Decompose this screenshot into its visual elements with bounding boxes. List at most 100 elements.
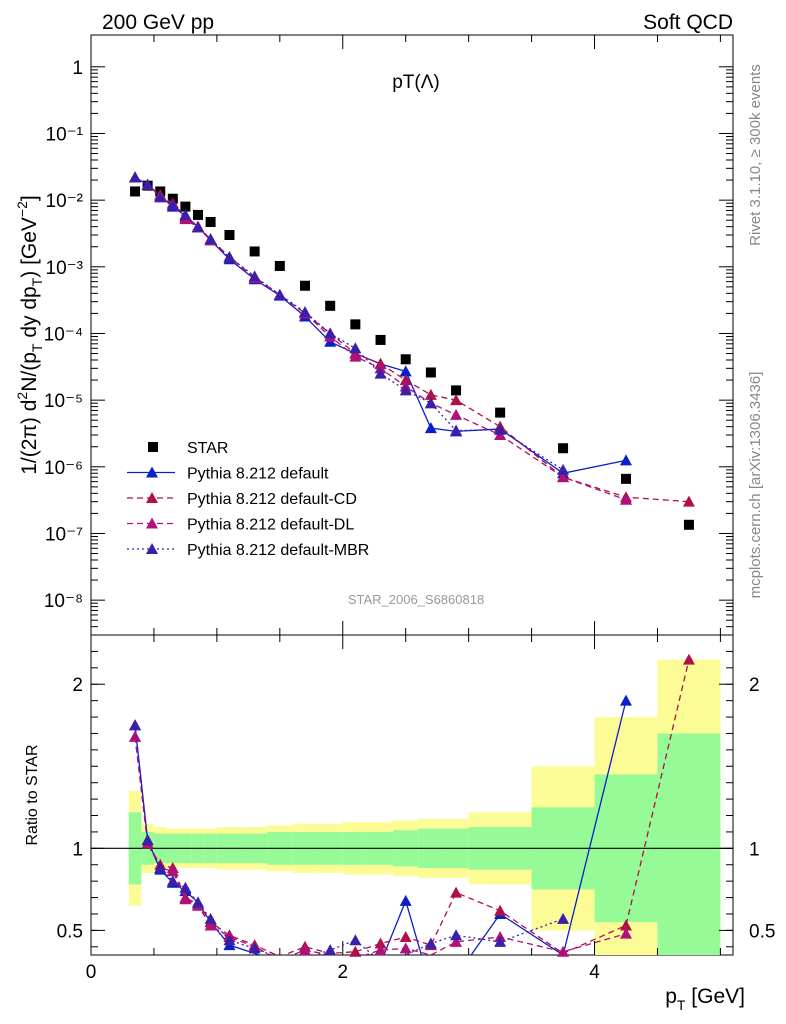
y-tick-label-main: 10⁻³ xyxy=(46,258,84,279)
ratio-series-line xyxy=(134,659,690,955)
legend-entry: Pythia 8.212 default-MBR xyxy=(127,542,369,559)
legend-marker-square xyxy=(148,442,158,452)
ratio-data-point xyxy=(424,937,437,949)
ratio-data-point xyxy=(179,893,192,905)
ratio-data-point xyxy=(141,834,154,846)
legend-marker-triangle xyxy=(146,517,158,529)
mc-data-point xyxy=(141,178,154,190)
mc-data-point xyxy=(494,423,507,435)
ratio-data-point xyxy=(399,942,412,954)
star-data-point xyxy=(325,300,336,311)
mc-data-point xyxy=(349,342,362,354)
star-data-point xyxy=(451,385,462,396)
ratio-data-point xyxy=(620,927,632,939)
y-tick-label-ratio-right: 0.5 xyxy=(749,921,775,942)
mc-data-point xyxy=(424,397,437,409)
header-left: 200 GeV pp xyxy=(102,11,214,34)
mc-data-point xyxy=(154,191,167,203)
star-data-point xyxy=(350,319,361,330)
y-tick-label-main: 10⁻² xyxy=(46,191,84,212)
star-data-point xyxy=(300,280,310,291)
y-tick-label-ratio: 1 xyxy=(72,839,83,860)
star-data-point xyxy=(224,230,235,240)
x-tick-label: 4 xyxy=(589,962,600,983)
mc-data-point xyxy=(682,495,695,507)
side-label-bottom: mcplots.cern.ch [arXiv:1306.3436] xyxy=(747,372,764,599)
plot-title: pT(Λ) xyxy=(392,72,440,93)
star-data-point xyxy=(193,209,203,220)
ratio-data-point xyxy=(129,719,142,731)
mc-data-point xyxy=(450,424,463,436)
mc-data-point xyxy=(374,367,387,379)
ratio-data-point xyxy=(399,894,412,906)
y-tick-label-main: 10⁻⁶ xyxy=(44,458,83,479)
ratio-data-point xyxy=(223,934,236,946)
mc-data-point xyxy=(324,327,337,339)
ratio-data-point xyxy=(166,865,179,877)
mc-data-point xyxy=(620,493,632,505)
ratio-data-point xyxy=(129,730,142,742)
ratio-data-point xyxy=(450,935,463,947)
star-data-point xyxy=(495,407,506,418)
ratio-data-point xyxy=(620,694,632,706)
ratio-data-point xyxy=(682,653,695,665)
ratio-panel-frame xyxy=(90,634,734,956)
legend-label: Pythia 8.212 default-CD xyxy=(187,491,357,508)
y-tick-label-ratio: 0.5 xyxy=(57,921,83,942)
star-data-point xyxy=(558,443,569,454)
mc-data-point xyxy=(179,208,192,220)
ratio-panel-data xyxy=(129,653,695,957)
mc-data-point xyxy=(223,251,236,263)
ratio-data-point xyxy=(620,919,632,931)
legend-entry: Pythia 8.212 default-CD xyxy=(127,491,357,508)
mc-data-point xyxy=(129,171,142,183)
ratio-data-point xyxy=(349,945,362,957)
y-tick-label-main: 10⁻¹ xyxy=(46,124,84,145)
legend-label: Pythia 8.212 default xyxy=(187,466,329,483)
legend-entry: STAR xyxy=(148,440,228,457)
mc-data-point xyxy=(299,305,311,317)
legend-label: STAR xyxy=(187,440,228,457)
y-axis-label-bottom: Ratio to STAR xyxy=(24,744,41,845)
mc-data-point xyxy=(273,288,286,300)
mc-data-point xyxy=(399,374,412,386)
star-data-point xyxy=(274,260,285,271)
y-tick-label-main: 10⁻⁷ xyxy=(45,524,83,545)
legend-marker-triangle xyxy=(146,466,158,478)
ratio-data-point xyxy=(299,944,311,956)
star-data-point xyxy=(425,367,436,378)
y-tick-label-ratio-right: 2 xyxy=(749,675,760,696)
mc-data-point xyxy=(557,471,570,483)
y-tick-label-main: 10⁻⁸ xyxy=(44,591,83,612)
mc-data-point xyxy=(557,463,570,475)
star-data-point xyxy=(400,354,411,365)
mc-data-point xyxy=(424,422,437,434)
ratio-data-point xyxy=(450,929,463,941)
legend: STAR Pythia 8.212 default Pythia 8.212 def… xyxy=(127,440,369,559)
y-tick-label-main: 1 xyxy=(72,58,83,79)
ratio-data-point xyxy=(374,944,387,956)
mc-data-point xyxy=(450,408,463,420)
main-panel-data xyxy=(129,171,695,530)
star-data-point xyxy=(375,334,386,345)
ratio-data-point xyxy=(494,904,507,916)
x-tick-label: 2 xyxy=(337,962,348,983)
star-data-point xyxy=(621,473,631,484)
legend-entry: Pythia 8.212 default xyxy=(127,466,329,483)
x-axis-label: pT [GeV] xyxy=(665,985,745,1013)
star-data-point xyxy=(180,201,191,212)
ratio-data-point xyxy=(399,930,412,942)
y-tick-label-ratio: 2 xyxy=(72,675,83,696)
mc-data-point xyxy=(192,221,204,233)
star-data-point xyxy=(249,246,260,257)
ratio-data-point xyxy=(192,896,204,908)
ratio-data-point xyxy=(179,881,192,893)
mc-data-point xyxy=(349,350,362,362)
legend-marker-triangle xyxy=(146,543,158,554)
ratio-data-point xyxy=(248,942,261,954)
ratio-band-stat xyxy=(657,733,721,955)
ratio-data-point xyxy=(204,912,217,924)
legend-label: Pythia 8.212 default-DL xyxy=(187,517,354,534)
watermark: STAR_2006_S6860818 xyxy=(348,592,484,607)
legend-label: Pythia 8.212 default-MBR xyxy=(187,542,369,559)
